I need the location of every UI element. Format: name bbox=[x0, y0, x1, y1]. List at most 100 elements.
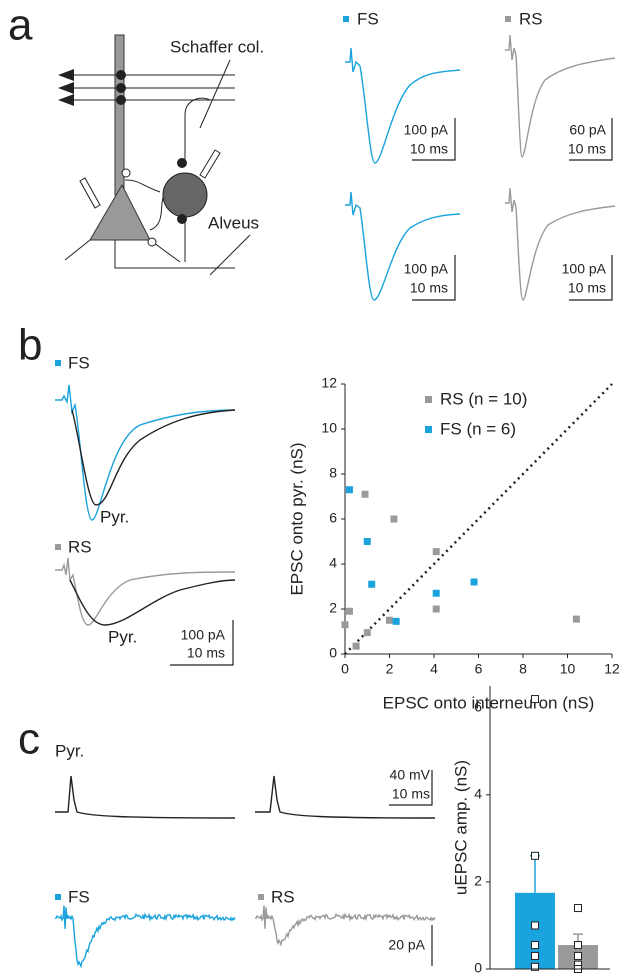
legend-label: FS bbox=[68, 887, 90, 906]
synapse bbox=[177, 158, 187, 168]
y-axis-label: EPSC onto pyr. (nS) bbox=[287, 442, 306, 595]
trace bbox=[255, 775, 436, 819]
x-tick-label: 12 bbox=[604, 661, 620, 677]
trace bbox=[254, 905, 436, 947]
trace bbox=[54, 905, 236, 969]
trace bbox=[55, 557, 236, 626]
electrode bbox=[79, 177, 101, 209]
trace-label: Pyr. bbox=[55, 741, 84, 760]
x-axis-label: EPSC onto interneuron (nS) bbox=[383, 693, 595, 712]
trace-label: Pyr. bbox=[100, 507, 129, 526]
axon bbox=[184, 97, 211, 116]
legend-swatch bbox=[505, 16, 511, 22]
arrowhead bbox=[58, 69, 74, 81]
stim-electrode bbox=[199, 59, 251, 276]
scale-label: 100 pA bbox=[181, 627, 226, 643]
y-tick-label: 4 bbox=[474, 786, 482, 802]
error-bar bbox=[530, 855, 540, 893]
scale-label: 10 ms bbox=[410, 280, 448, 296]
legend-label: FS bbox=[357, 9, 379, 28]
bouton bbox=[147, 237, 157, 247]
scale-label: 100 pA bbox=[404, 122, 449, 138]
y-tick-label: 2 bbox=[329, 600, 337, 616]
pyramidal-soma bbox=[89, 183, 151, 241]
diagram-label: Alveus bbox=[208, 213, 259, 232]
point bbox=[432, 605, 440, 613]
scale-label: 100 pA bbox=[404, 261, 449, 277]
point bbox=[531, 695, 539, 704]
legend-swatch bbox=[55, 894, 61, 900]
x-tick-label: 2 bbox=[386, 661, 394, 677]
scale-label: 40 mV bbox=[390, 767, 431, 783]
interneuron bbox=[162, 172, 208, 218]
legend-swatch bbox=[425, 426, 432, 433]
y-axis-label: uEPSC amp. (nS) bbox=[451, 760, 470, 895]
trace bbox=[345, 47, 461, 164]
trace bbox=[345, 191, 461, 301]
electrode bbox=[199, 149, 221, 179]
trace bbox=[69, 579, 236, 626]
point bbox=[363, 629, 371, 637]
scale-label: 20 pA bbox=[388, 937, 425, 953]
bouton bbox=[121, 168, 131, 178]
y-tick-label: 4 bbox=[329, 555, 337, 571]
circuit-diagram bbox=[58, 34, 251, 276]
point bbox=[531, 941, 539, 950]
y-tick-label: 8 bbox=[329, 465, 337, 481]
legend-swatch bbox=[258, 894, 264, 900]
legend-label: RS bbox=[271, 887, 295, 906]
legend-label: RS bbox=[68, 537, 92, 556]
scale-label: 100 pA bbox=[562, 261, 607, 277]
x-tick-label: 6 bbox=[475, 661, 483, 677]
axon bbox=[149, 197, 164, 231]
scale-label: 10 ms bbox=[392, 786, 430, 802]
x-tick-label: 10 bbox=[560, 661, 576, 677]
point bbox=[470, 578, 478, 586]
panel-letter: a bbox=[8, 1, 33, 50]
scale-label: 10 ms bbox=[568, 141, 606, 157]
trace bbox=[505, 187, 616, 301]
y-tick-label: 0 bbox=[329, 645, 337, 661]
y-tick-label: 0 bbox=[474, 960, 482, 976]
trace-label: Pyr. bbox=[108, 627, 137, 646]
panel-letter: b bbox=[18, 321, 42, 370]
scale-bar bbox=[412, 118, 456, 161]
point bbox=[386, 616, 393, 624]
x-tick-label: 8 bbox=[519, 661, 527, 677]
scale-bar bbox=[569, 118, 613, 161]
scale-label: 10 ms bbox=[187, 645, 225, 661]
legend-swatch bbox=[55, 544, 61, 550]
point bbox=[574, 951, 582, 960]
synapse bbox=[116, 95, 126, 105]
point bbox=[572, 615, 580, 623]
synapse bbox=[116, 83, 126, 93]
scale-label: 10 ms bbox=[410, 141, 448, 157]
trace bbox=[505, 34, 616, 158]
point bbox=[574, 904, 582, 913]
arrowhead bbox=[58, 94, 74, 106]
scale-label: 10 ms bbox=[568, 280, 606, 296]
legend-swatch bbox=[425, 396, 432, 403]
legend-label: FS bbox=[68, 353, 90, 372]
point bbox=[368, 580, 376, 588]
y-tick-label: 12 bbox=[321, 375, 337, 391]
arrowhead bbox=[58, 82, 74, 94]
trace bbox=[71, 409, 236, 506]
scale-bar bbox=[389, 770, 433, 806]
scale-bar bbox=[569, 255, 613, 301]
point bbox=[432, 548, 440, 556]
point bbox=[341, 621, 349, 629]
trace bbox=[55, 384, 236, 521]
diagram-label: Schaffer col. bbox=[170, 37, 264, 56]
y-tick-label: 10 bbox=[321, 420, 337, 436]
synapse bbox=[116, 70, 126, 80]
scale-label: 60 pA bbox=[569, 122, 606, 138]
scale-bar bbox=[170, 620, 234, 666]
legend-label: RS (n = 10) bbox=[440, 389, 527, 408]
legend-label: RS bbox=[519, 9, 543, 28]
point bbox=[531, 962, 539, 971]
neurite bbox=[64, 179, 235, 269]
point bbox=[390, 515, 398, 523]
point bbox=[531, 951, 539, 960]
